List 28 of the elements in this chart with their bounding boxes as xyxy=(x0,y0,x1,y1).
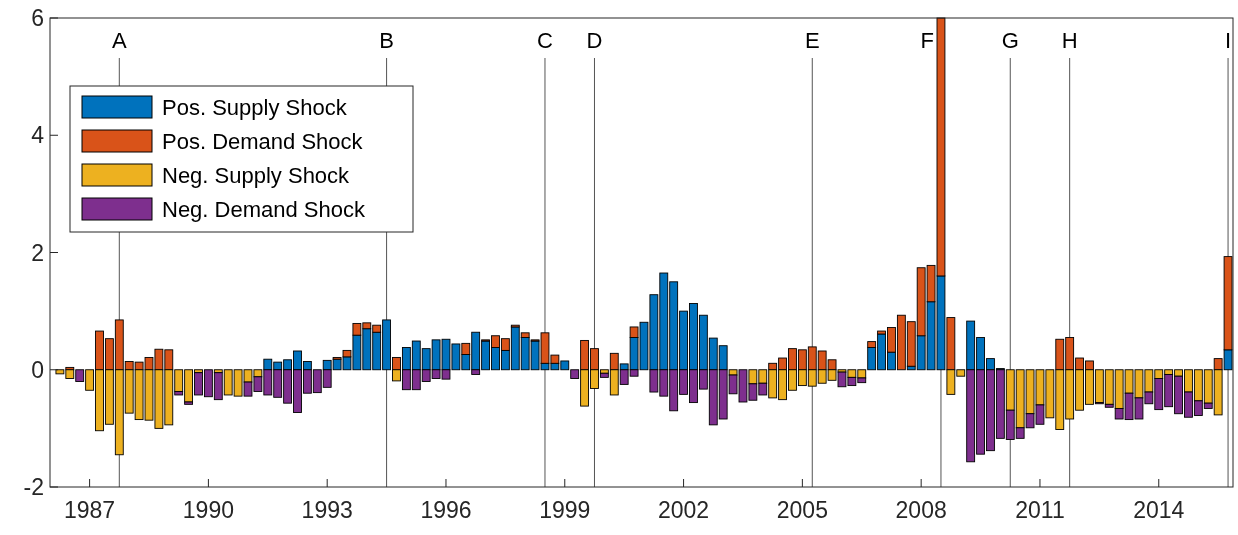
legend-label: Neg. Demand Shock xyxy=(162,196,366,222)
y-tick-label: 6 xyxy=(31,5,44,32)
x-tick-label: 2005 xyxy=(776,497,828,523)
x-tick-label: 1993 xyxy=(301,497,353,523)
ref-line-label: H xyxy=(1061,28,1078,53)
legend-label: Neg. Supply Shock xyxy=(162,162,351,188)
x-tick-label: 2014 xyxy=(1133,497,1185,523)
y-tick-label: 2 xyxy=(31,239,44,266)
x-tick-label: 1999 xyxy=(539,497,591,523)
x-tick-label: 2002 xyxy=(657,497,710,523)
ref-line-label: G xyxy=(1001,28,1019,53)
ref-line-label: D xyxy=(586,28,603,53)
ref-line-label: B xyxy=(379,28,394,53)
x-tick-label: 1996 xyxy=(420,497,472,523)
x-tick-label: 2008 xyxy=(895,497,947,523)
y-tick-label: 4 xyxy=(31,122,45,149)
legend-label: Pos. Demand Shock xyxy=(162,128,364,154)
y-tick-label: -2 xyxy=(23,474,44,501)
ref-line-label: F xyxy=(920,28,934,53)
legend-label: Pos. Supply Shock xyxy=(162,94,348,120)
x-tick-label: 1990 xyxy=(182,497,234,523)
ref-line-label: I xyxy=(1224,28,1232,53)
x-tick-label: 1987 xyxy=(64,497,116,523)
ref-line-label: E xyxy=(804,28,820,53)
y-tick-label: 0 xyxy=(31,356,44,383)
ref-line-label: A xyxy=(111,28,127,53)
ref-line-label: C xyxy=(537,28,554,53)
x-tick-label: 2011 xyxy=(1015,497,1065,523)
